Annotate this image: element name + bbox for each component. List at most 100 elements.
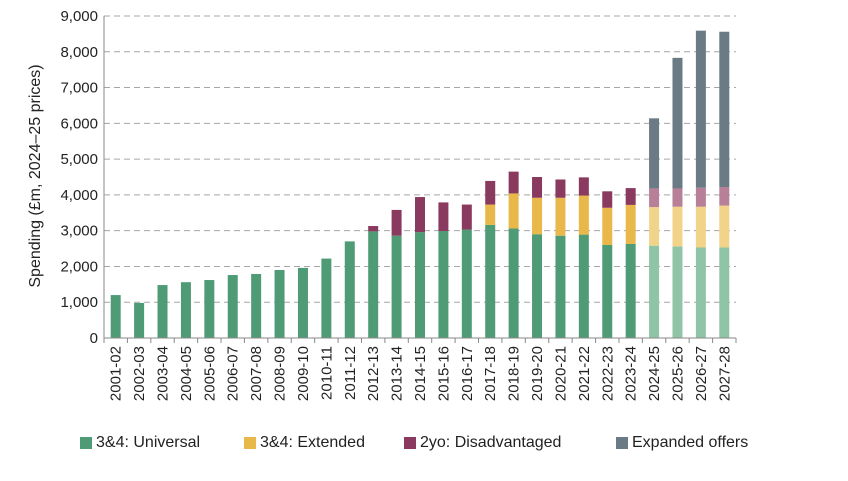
legend-item-universal: 3&4: Universal <box>80 434 200 452</box>
bar-segment <box>602 244 613 338</box>
x-tick-label: 2012-13 <box>365 346 382 401</box>
bar-segment <box>415 197 425 233</box>
bar-segment <box>602 191 613 208</box>
bar-segment <box>555 197 566 236</box>
x-tick-label: 2010-11 <box>318 346 335 400</box>
x-tick-label: 2002-03 <box>131 346 148 401</box>
bar-segment <box>649 118 660 189</box>
x-tick-label: 2017-18 <box>482 346 499 401</box>
x-tick-label: 2021-22 <box>576 346 593 401</box>
bar-segment <box>602 207 613 245</box>
bar-segment <box>532 234 543 338</box>
y-tick-label: 0 <box>90 330 98 347</box>
x-tick-label: 2027-28 <box>716 346 733 401</box>
bar-segment <box>625 204 636 244</box>
bar-segment <box>695 206 706 248</box>
x-tick-label: 2015-16 <box>435 346 452 401</box>
y-tick-label: 8,000 <box>60 44 98 61</box>
bar-segment <box>438 231 449 338</box>
bars <box>110 30 730 338</box>
legend-swatch-extended <box>244 437 256 449</box>
bar-segment <box>695 30 706 188</box>
y-tick-label: 9,000 <box>60 8 98 25</box>
bar-segment <box>461 229 472 338</box>
x-tick-label: 2019-20 <box>529 346 546 401</box>
x-tick-labels: 2001-02 2002-03 2003-04 2004-05 2005-06 2006-… <box>108 346 734 401</box>
bar-segment <box>251 273 262 338</box>
x-tick-label: 2005-06 <box>201 346 218 401</box>
bar-segment <box>485 224 496 338</box>
legend-swatch-expanded-offers <box>616 437 628 449</box>
legend-label-disadvantaged: 2yo: Disadvantaged <box>420 434 562 451</box>
x-tick-label: 2009-10 <box>295 346 312 401</box>
bar-segment <box>719 205 730 248</box>
bar-segment <box>157 285 168 338</box>
legend-item-disadvantaged: 2yo: Disadvantaged <box>404 434 561 452</box>
bar-segment <box>485 204 496 225</box>
bar-segment <box>508 171 519 194</box>
bar-segment <box>532 177 543 198</box>
bar-segment <box>649 245 660 338</box>
y-tick-label: 2,000 <box>60 258 98 275</box>
bar-segment <box>719 187 730 206</box>
x-tick-label: 2018-19 <box>506 346 523 401</box>
bar-segment <box>719 31 730 188</box>
bar-segment <box>368 226 379 232</box>
legend-item-expanded-offers: Expanded offers <box>616 434 748 452</box>
legend-item-extended: 3&4: Extended <box>244 434 365 452</box>
y-tick-label: 1,000 <box>60 294 98 311</box>
bar-segment <box>180 282 191 338</box>
bar-segment <box>391 235 402 338</box>
bar-segment <box>555 179 566 198</box>
legend-label-expanded-offers: Expanded offers <box>632 434 749 451</box>
stacked-bar-chart: 0 1,000 2,000 3,000 4,000 5,000 6,000 7,000 8,00… <box>27 8 737 401</box>
x-tick-label: 2001-02 <box>108 346 125 401</box>
bar-segment <box>485 180 496 205</box>
bar-segment <box>555 235 566 338</box>
y-tick-labels: 0 1,000 2,000 3,000 4,000 5,000 6,000 7,000 8,00… <box>60 8 98 347</box>
bar-segment <box>695 187 706 207</box>
bar-segment <box>110 295 121 338</box>
x-tick-label: 2008-09 <box>272 346 289 401</box>
bar-segment <box>695 247 706 338</box>
bar-segment <box>274 270 285 338</box>
x-tick-label: 2014-15 <box>412 346 429 401</box>
bar-segment <box>134 302 145 338</box>
legend-swatch-universal <box>80 437 92 449</box>
x-tick-label: 2003-04 <box>155 346 172 401</box>
bar-segment <box>672 206 683 247</box>
x-tick-label: 2016-17 <box>459 346 476 401</box>
bar-segment <box>578 177 589 196</box>
y-tick-label: 3,000 <box>60 223 98 240</box>
x-tick-label: 2006-07 <box>225 346 242 401</box>
bar-segment <box>508 228 519 338</box>
bar-segment <box>391 209 402 236</box>
x-tick-label: 2024-25 <box>646 346 663 401</box>
y-axis-label: Spending (£m, 2024–25 prices) <box>27 64 44 287</box>
bar-segment <box>672 246 683 338</box>
legend-label-extended: 3&4: Extended <box>260 434 365 451</box>
x-tick-label: 2011-12 <box>342 346 359 400</box>
bar-segment <box>625 188 636 205</box>
x-tick-label: 2026-27 <box>693 346 710 401</box>
x-tick-label: 2022-23 <box>599 346 616 401</box>
axes <box>103 16 737 343</box>
y-tick-label: 5,000 <box>60 151 98 168</box>
bar-segment <box>578 234 589 338</box>
legend-label-universal: 3&4: Universal <box>96 434 201 451</box>
x-tick-label: 2020-21 <box>552 346 569 401</box>
bar-segment <box>532 197 543 235</box>
y-tick-label: 4,000 <box>60 187 98 204</box>
bar-segment <box>438 202 449 232</box>
bar-segment <box>508 193 519 229</box>
bar-segment <box>672 188 683 207</box>
bar-segment <box>461 204 472 230</box>
bar-segment <box>672 57 683 189</box>
bar-segment <box>204 280 215 338</box>
bar-segment <box>368 231 379 338</box>
bar-segment <box>625 243 636 338</box>
bar-segment <box>719 247 730 338</box>
x-tick-label: 2013-14 <box>389 346 406 401</box>
x-tick-label: 2023-24 <box>623 346 640 401</box>
legend: 3&4: Universal 3&4: Extended 2yo: Disadv… <box>0 434 848 462</box>
